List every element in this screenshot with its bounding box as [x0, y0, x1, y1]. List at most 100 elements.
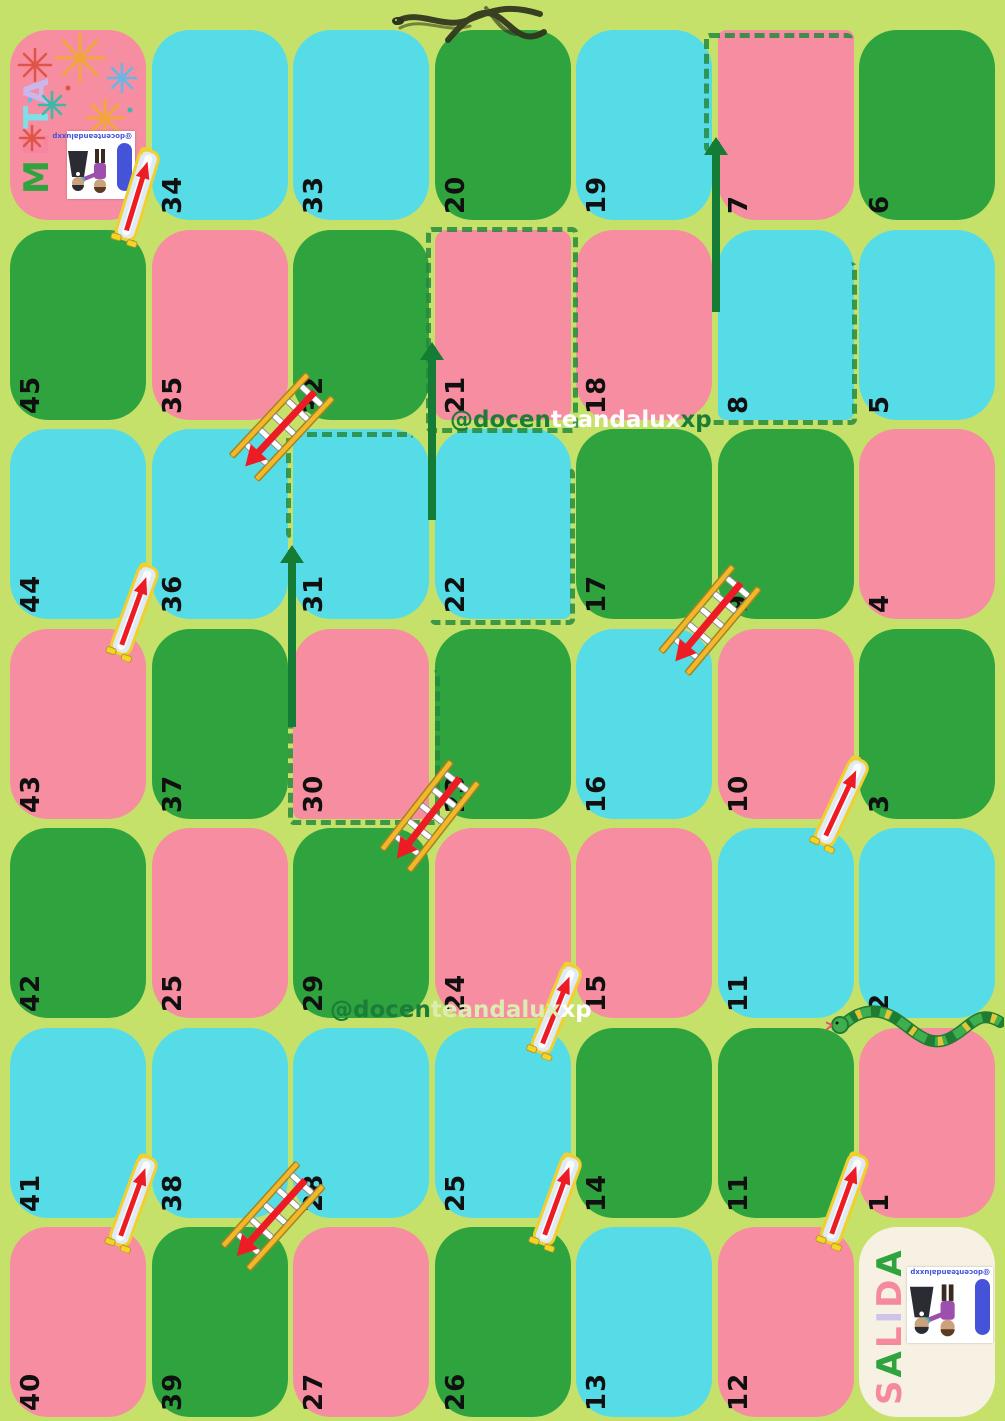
- green-up-arrow-icon: [704, 137, 728, 312]
- red-down-arrow-icon: [246, 1177, 308, 1246]
- label-letter: A: [870, 1348, 910, 1378]
- board-cell: 11: [717, 828, 854, 1018]
- board-cell: 18: [576, 229, 712, 420]
- label-letter: S: [870, 1377, 910, 1406]
- board-cell: 44: [10, 429, 146, 619]
- snake-frame-border: [288, 670, 440, 825]
- label-letter: I: [870, 1307, 910, 1324]
- red-up-arrow-icon: [119, 591, 144, 646]
- players-image-inner: @docenteandaluxxp: [52, 131, 135, 199]
- cell-number: 11: [723, 1173, 754, 1212]
- cell-number: 42: [16, 973, 46, 1012]
- board-cell: 33: [293, 30, 429, 220]
- label-letter: A: [870, 1247, 910, 1277]
- board-cell: 34: [151, 30, 288, 220]
- board-cell: 35: [151, 229, 288, 420]
- red-down-arrow-icon: [684, 580, 744, 650]
- cell-number: 12: [723, 1372, 754, 1411]
- board-cell: 19: [576, 30, 712, 220]
- cell-number: 4: [865, 593, 895, 613]
- cell-number: 27: [299, 1372, 329, 1411]
- slide-graphic: [104, 1153, 158, 1254]
- podium-graphic: [975, 1279, 990, 1335]
- red-down-arrow-icon: [254, 389, 318, 456]
- red-up-arrow-icon: [823, 783, 852, 837]
- board-cell: 26: [434, 1227, 571, 1417]
- salida-label: SALIDA: [870, 1247, 910, 1406]
- cell-number: 10: [723, 774, 754, 813]
- cell-number: 39: [157, 1372, 188, 1411]
- board-cell: 15: [576, 828, 712, 1018]
- board-cell: 12: [717, 1227, 854, 1417]
- slide-graphic: [815, 1151, 869, 1252]
- cell-number: 3: [865, 793, 895, 813]
- label-letter: D: [870, 1276, 910, 1308]
- cell-number: 43: [16, 774, 46, 813]
- cell-number: 26: [440, 1372, 471, 1411]
- snakes-doodle-icon: [392, 5, 547, 43]
- slide-graphic: [105, 562, 159, 663]
- board-cell: 2: [859, 828, 995, 1018]
- cell-number: 35: [157, 375, 188, 414]
- ladder-graphic: [658, 564, 762, 676]
- board-cell: 28: [293, 1027, 429, 1218]
- snake-frame-border: [426, 227, 578, 433]
- board-cell: 45: [10, 229, 146, 420]
- players-image: @docenteandaluxxp: [52, 131, 135, 199]
- board-cell: 8: [717, 229, 854, 420]
- board-cell: 6: [859, 30, 995, 220]
- board-cell: 21: [434, 229, 571, 420]
- cell-number: 13: [582, 1372, 612, 1411]
- slide-graphic: [809, 755, 869, 855]
- board-cell: 10: [717, 628, 854, 819]
- red-up-arrow-icon: [540, 990, 566, 1045]
- board-cell: 40: [10, 1227, 146, 1417]
- striped-snake-icon: [826, 1005, 1004, 1048]
- slide-graphic: [526, 961, 582, 1062]
- board-cell: 11: [717, 1027, 854, 1218]
- snake-frame-border: [430, 468, 575, 625]
- red-up-arrow-icon: [124, 176, 146, 232]
- cell-number: 41: [16, 1173, 46, 1212]
- board-cell: 25: [151, 828, 288, 1018]
- players-figures: [909, 1284, 955, 1337]
- cell-number: 5: [865, 394, 895, 414]
- cell-number: 17: [582, 574, 612, 613]
- players-image-watermark: @docenteandaluxxp: [52, 132, 132, 140]
- board-cell: 32: [293, 229, 429, 420]
- slide-graphic: [110, 147, 160, 248]
- cell-number: 20: [440, 175, 471, 214]
- green-up-arrow-icon: [280, 545, 304, 727]
- cell-number: 25: [440, 1173, 471, 1212]
- players-figures: [68, 149, 106, 193]
- board-cell: 20: [434, 30, 571, 220]
- board-cell: 42: [10, 828, 146, 1018]
- board-cell: 38: [151, 1027, 288, 1218]
- slide-graphic: [528, 1152, 582, 1253]
- ladder-graphic: [220, 1161, 326, 1271]
- board-cell: 37: [151, 628, 288, 819]
- salida-cell: SALIDA @docenteandaluxxp: [859, 1227, 995, 1417]
- board-cell: 7: [717, 30, 854, 220]
- board-cell: 4: [859, 429, 995, 619]
- cell-number: 11: [723, 973, 754, 1012]
- snake-frame-border: [704, 33, 853, 153]
- cell-number: 34: [157, 175, 188, 214]
- cell-number: 38: [157, 1173, 188, 1212]
- label-letter: L: [870, 1323, 910, 1349]
- snake-frame-border: [706, 262, 857, 425]
- cell-number: 29: [299, 973, 329, 1012]
- board-cell: 31: [293, 429, 429, 619]
- board-cell: 3: [859, 628, 995, 819]
- red-up-arrow-icon: [829, 1180, 854, 1235]
- cell-number: 6: [865, 194, 895, 214]
- cell-number: 25: [157, 973, 188, 1012]
- cell-number: 37: [157, 774, 188, 813]
- board-cell: 24: [434, 828, 571, 1018]
- red-up-arrow-icon: [542, 1181, 567, 1236]
- green-up-arrow-icon: [420, 342, 444, 520]
- ladder-graphic: [229, 372, 335, 482]
- cell-number: 19: [582, 175, 612, 214]
- cell-number: 16: [582, 774, 612, 813]
